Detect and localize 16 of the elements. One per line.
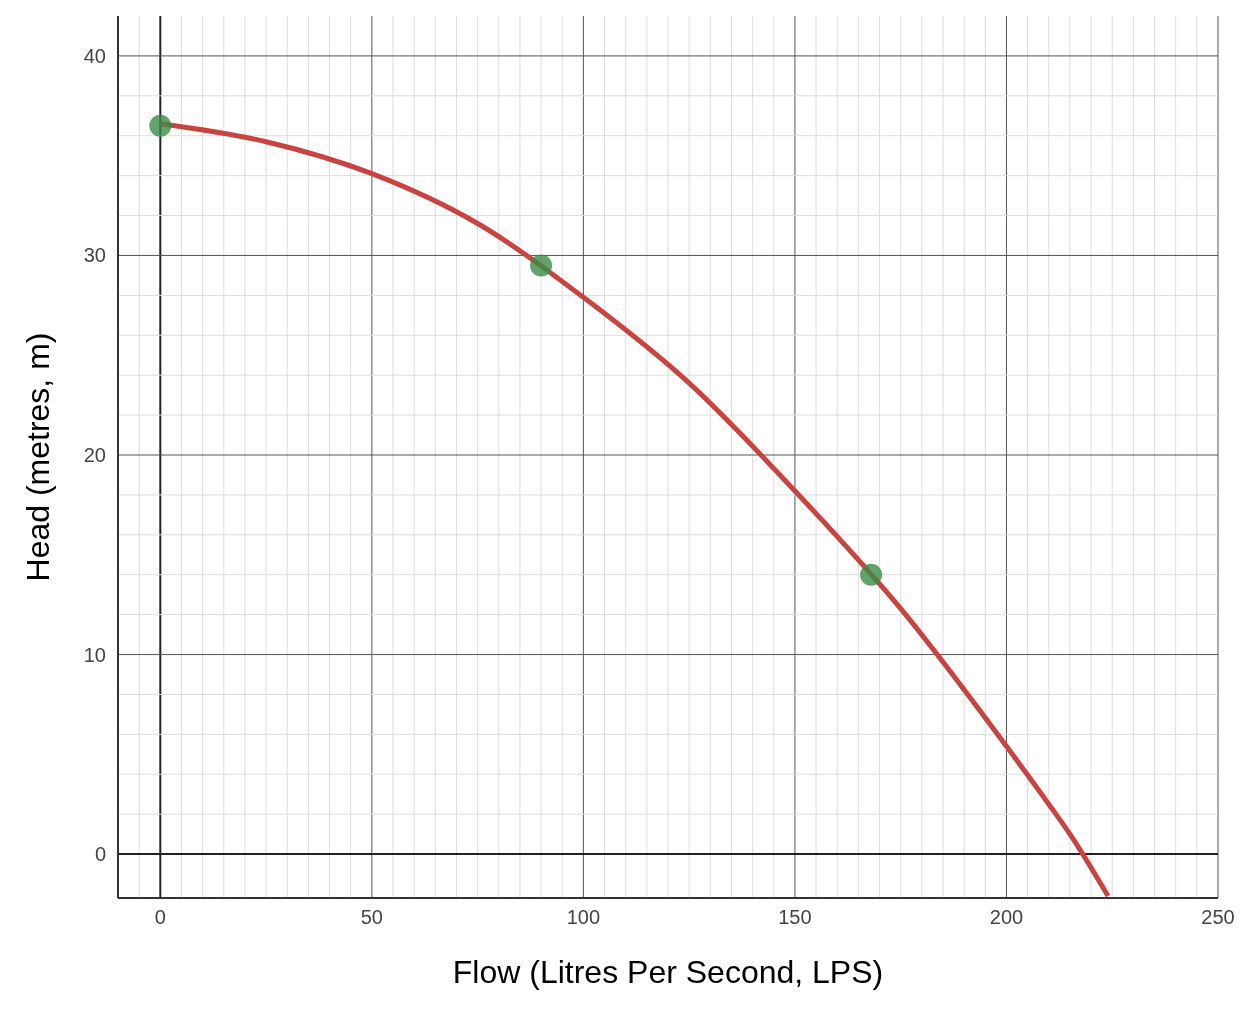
y-tick-label: 0 <box>94 843 106 866</box>
x-tick-label: 250 <box>1201 906 1235 928</box>
x-tick-label: 150 <box>778 906 812 928</box>
y-tick-label: 30 <box>83 244 106 267</box>
x-tick-label: 0 <box>154 906 166 928</box>
point <box>860 563 883 586</box>
x-axis-title: Flow (Litres Per Second, LPS) <box>452 954 884 990</box>
x-tick-label: 100 <box>566 906 601 928</box>
x-tick-label: 50 <box>360 906 383 928</box>
y-axis-title: Head (metres, m) <box>20 332 57 582</box>
y-tick-label: 10 <box>83 643 106 666</box>
point <box>530 254 553 277</box>
y-tick-label: 40 <box>83 44 106 67</box>
y-tick-label: 20 <box>83 444 106 466</box>
x-tick-label: 200 <box>989 906 1024 928</box>
point <box>149 114 172 137</box>
